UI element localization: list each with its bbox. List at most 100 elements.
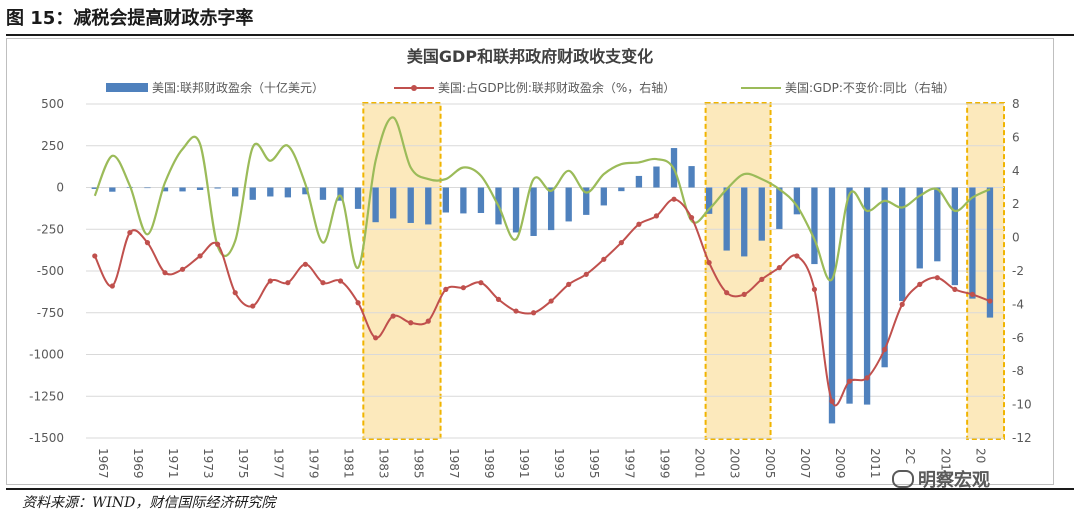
x-tick-label: 1969 [131, 448, 145, 479]
ratio-point [864, 375, 870, 381]
x-tick-label: 1981 [342, 448, 356, 479]
ratio-point [144, 240, 151, 246]
ratio-point [337, 278, 344, 284]
y-left-tick-label: -500 [37, 264, 64, 278]
line-gdp-growth [93, 116, 991, 282]
bar-surplus [179, 187, 186, 192]
y-right-tick-label: -2 [1012, 264, 1024, 278]
bar-surplus [916, 187, 923, 269]
x-tick-label: 1991 [517, 448, 531, 479]
top-rule [6, 34, 1074, 36]
ratio-point [460, 285, 466, 291]
ratio-point [355, 300, 361, 306]
bar-surplus [319, 187, 327, 200]
bar-surplus [372, 187, 379, 223]
bar-surplus [793, 187, 801, 215]
ratio-point [952, 286, 958, 292]
ratio-point [232, 290, 238, 296]
ratio-point [267, 278, 273, 284]
bar-surplus [460, 187, 467, 214]
x-tick-label: 1967 [96, 448, 110, 479]
x-tick-label: 1979 [306, 448, 320, 479]
y-left-tick-label: -250 [37, 222, 64, 236]
y-right-tick-label: 2 [1012, 197, 1020, 211]
ratio-point [566, 281, 572, 287]
ratio-point [987, 298, 993, 304]
x-tick-label: 1971 [166, 448, 180, 479]
ratio-point [794, 253, 800, 259]
bar-surplus [267, 187, 274, 197]
y-right-tick-label: -4 [1012, 297, 1024, 311]
x-tick-label: 1973 [201, 448, 215, 479]
ratio-point [390, 313, 396, 319]
chart-frame: 美国GDP和联邦政府财政收支变化 美国:联邦财政盈余（十亿美元） 美国:占GDP… [6, 38, 1054, 485]
ratio-point [548, 298, 554, 304]
x-tick-label: 2C [903, 448, 917, 464]
x-tick-label: 20 [973, 448, 987, 463]
legend-marker-ratio [411, 85, 417, 91]
y-right-tick-label: -12 [1012, 431, 1032, 445]
bar-surplus [407, 187, 414, 223]
ratio-point [285, 280, 291, 286]
bar-surplus [881, 187, 888, 368]
ratio-point [829, 398, 835, 404]
ratio-point [653, 213, 660, 219]
y-right-tick-label: -10 [1012, 398, 1032, 412]
x-tick-label: 1995 [587, 448, 601, 479]
y-left-tick-label: 500 [41, 97, 64, 111]
legend-label-gdp: 美国:GDP:不变价:同比（右轴） [785, 80, 955, 95]
x-tick-label: 1999 [657, 448, 671, 479]
x-tick-label: 2003 [728, 448, 742, 479]
ratio-point [618, 240, 624, 246]
ratio-point [706, 260, 712, 266]
x-tick-label: 1983 [377, 448, 391, 479]
x-tick-label: 2001 [693, 448, 707, 479]
x-tick-label: 1985 [412, 448, 426, 479]
bar-surplus [232, 187, 239, 197]
x-tick-label: 2005 [763, 448, 777, 479]
ratio-point [373, 335, 379, 341]
legend-label-surplus: 美国:联邦财政盈余（十亿美元） [152, 80, 324, 95]
source-note: 资料来源：WIND，财信国际经济研究院 [22, 495, 276, 511]
watermark-text: 明察宏观 [918, 470, 990, 491]
ratio-point [776, 265, 782, 271]
ratio-point [109, 283, 115, 289]
bar-surplus [302, 187, 309, 195]
ratio-point [671, 196, 677, 202]
x-tick-label: 1987 [447, 448, 461, 479]
bar-surplus [196, 187, 204, 190]
y-left-tick-label: -750 [37, 306, 64, 320]
x-tick-label: 2011 [868, 448, 882, 479]
ratio-point [583, 271, 589, 277]
x-tick-label: 2007 [798, 448, 812, 479]
y-right-tick-label: 0 [1012, 231, 1020, 245]
ratio-point [759, 276, 765, 282]
ratio-point [162, 270, 168, 276]
watermark: 明察宏观 [892, 466, 990, 492]
bar-surplus [547, 187, 555, 231]
bar-surplus [758, 187, 765, 241]
bar-surplus [846, 187, 853, 404]
bar-surplus [600, 187, 607, 206]
bar-surplus [934, 187, 941, 262]
line-surplus-ratio [93, 198, 991, 407]
bar-surplus [899, 187, 906, 302]
ratio-point [179, 266, 186, 272]
bar-surplus [811, 187, 818, 265]
x-tick-label: 1975 [236, 448, 250, 479]
legend-label-ratio: 美国:占GDP比例:联邦财政盈余（%，右轴） [438, 80, 675, 95]
chart-border [6, 38, 1054, 485]
x-tick-label: 1977 [271, 448, 285, 479]
ratio-point [408, 320, 414, 326]
y-right-tick-label: 4 [1012, 164, 1020, 178]
ratio-point [899, 301, 905, 307]
x-tick-label: 1993 [552, 448, 566, 479]
bottom-rule [6, 488, 1074, 490]
bar-surplus [828, 187, 836, 424]
ratio-point [513, 308, 519, 314]
bar-surplus [705, 187, 713, 214]
legend: 美国:联邦财政盈余（十亿美元） 美国:占GDP比例:联邦财政盈余（%，右轴） 美… [106, 80, 955, 95]
wechat-icon [892, 470, 914, 488]
bar-surplus [512, 187, 520, 233]
bar-surplus [442, 187, 449, 213]
